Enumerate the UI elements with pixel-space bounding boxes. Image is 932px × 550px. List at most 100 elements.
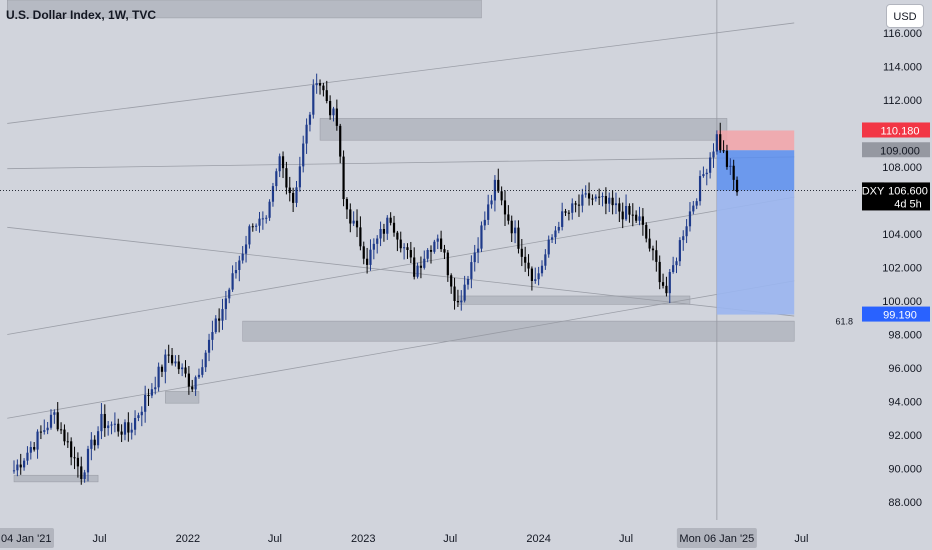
- candle: [540, 260, 544, 277]
- candle: [325, 80, 328, 104]
- candle: [144, 385, 147, 423]
- candle: [22, 458, 26, 471]
- time-axis[interactable]: Mon 04 Jan '21 Jul 2022 Jul 2023 Jul 2024 Jul Mo…: [0, 528, 808, 548]
- candle: [231, 265, 234, 292]
- candle: [63, 424, 66, 446]
- take-profit-zone[interactable]: [716, 190, 795, 315]
- candle: [201, 359, 204, 378]
- candle: [218, 308, 221, 333]
- candle: [598, 188, 601, 205]
- candle: [372, 238, 375, 260]
- entry-price-tag: 109.000: [880, 145, 920, 157]
- candle: [133, 410, 137, 436]
- candle: [366, 247, 369, 274]
- candle: [524, 246, 527, 272]
- candle: [335, 99, 338, 131]
- candle: [86, 445, 90, 482]
- y-tick-label: 114.000: [883, 62, 922, 74]
- y-tick-label: 112.000: [883, 95, 922, 107]
- candle: [147, 388, 150, 406]
- candle: [107, 421, 110, 436]
- candle: [567, 210, 570, 221]
- candle: [349, 203, 352, 233]
- candle: [197, 368, 201, 379]
- zone-2: [242, 320, 795, 342]
- candle: [406, 243, 409, 259]
- zone-4: [165, 391, 200, 404]
- short-position-tool[interactable]: 61.8: [716, 130, 853, 326]
- trend-lines: [7, 0, 795, 520]
- candle: [312, 79, 315, 119]
- candle: [571, 198, 574, 220]
- candle: [581, 188, 584, 213]
- candle: [278, 153, 281, 178]
- candle: [483, 211, 486, 231]
- candle: [342, 150, 345, 207]
- candle: [729, 158, 732, 176]
- candle: [305, 118, 308, 154]
- x-tick-label: Jul: [619, 533, 633, 545]
- zone-5: [7, 0, 482, 19]
- candle: [100, 403, 103, 440]
- candle: [49, 409, 53, 430]
- candle: [339, 123, 342, 164]
- x-tick-label: Mon 04 Jan '21: [0, 533, 51, 545]
- trend-line-2: [7, 196, 795, 335]
- candle: [258, 211, 261, 233]
- candle: [460, 290, 463, 311]
- x-date-highlight: [676, 528, 757, 548]
- zone-3: [13, 474, 99, 483]
- candle: [651, 245, 655, 261]
- candle: [93, 435, 96, 451]
- candle: [345, 197, 349, 219]
- y-tick-label: 108.000: [882, 162, 922, 174]
- candle: [359, 216, 362, 251]
- candle: [608, 192, 611, 213]
- candle: [281, 151, 285, 179]
- candle: [564, 208, 567, 216]
- candle: [53, 409, 56, 424]
- y-tick-label: 92.000: [888, 430, 922, 442]
- candle: [292, 187, 295, 212]
- candle: [228, 287, 231, 304]
- stop-price-tag-bg: [862, 122, 930, 138]
- stop-loss-zone[interactable]: [716, 130, 795, 151]
- candle: [403, 243, 406, 260]
- candle: [80, 456, 83, 485]
- candle: [628, 203, 631, 223]
- candle: [285, 161, 288, 195]
- candle: [207, 333, 211, 362]
- candle: [261, 211, 264, 230]
- candle: [29, 441, 32, 460]
- candle: [645, 222, 648, 243]
- candle: [624, 194, 628, 222]
- last-price-tag: 106.600: [888, 185, 928, 197]
- candle: [655, 240, 658, 272]
- candle: [16, 459, 19, 477]
- chart-title: U.S. Dollar Index, 1W, TVC: [6, 8, 157, 22]
- candle: [510, 215, 513, 243]
- candle: [396, 230, 399, 252]
- candle: [26, 446, 29, 465]
- candle: [574, 200, 577, 213]
- y-tick-label: 90.000: [888, 464, 922, 476]
- candle: [719, 122, 722, 153]
- candle: [224, 290, 227, 320]
- candle: [103, 404, 106, 437]
- candle: [83, 469, 86, 483]
- candlestick-series: [12, 73, 739, 485]
- candle: [618, 197, 621, 223]
- profit-zone-filled[interactable]: [716, 150, 795, 191]
- trend-line-4: [7, 280, 795, 419]
- x-tick-label: Jul: [92, 533, 106, 545]
- candle: [665, 276, 668, 297]
- candle: [167, 344, 170, 363]
- y-tick-label: 88.000: [888, 497, 922, 509]
- candle: [497, 168, 500, 193]
- currency-button[interactable]: USD: [886, 4, 924, 28]
- price-axis[interactable]: 88.000 90.000 92.000 94.000 96.000 98.000 100.…: [882, 28, 922, 509]
- candle: [513, 220, 517, 244]
- candle: [480, 221, 483, 253]
- candle: [386, 215, 389, 240]
